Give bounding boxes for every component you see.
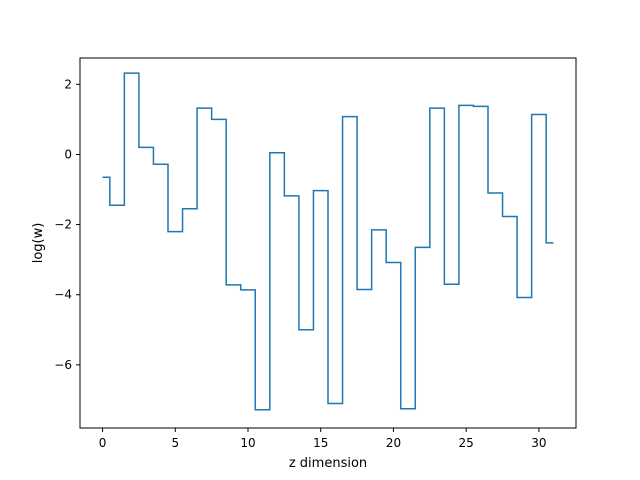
- y-tick-label: −2: [54, 218, 72, 232]
- x-tick-label: 0: [99, 436, 107, 450]
- x-tick-label: 5: [171, 436, 179, 450]
- y-axis-ticks: 2 0 −2 −4 −6: [54, 77, 80, 372]
- x-tick-label: 20: [386, 436, 401, 450]
- x-tick-label: 25: [459, 436, 474, 450]
- x-tick-label: 15: [313, 436, 328, 450]
- y-tick-label: 2: [64, 77, 72, 91]
- x-axis-ticks: 0 5 10 15 20 25 30: [99, 428, 547, 450]
- y-tick-label: −4: [54, 288, 72, 302]
- x-axis-label: z dimension: [289, 456, 367, 471]
- x-tick-label: 10: [240, 436, 255, 450]
- y-tick-label: −6: [54, 358, 72, 372]
- y-tick-label: 0: [64, 147, 72, 161]
- x-tick-label: 30: [531, 436, 546, 450]
- series-step-line: [102, 72, 554, 411]
- y-axis-label: log(w): [31, 223, 46, 264]
